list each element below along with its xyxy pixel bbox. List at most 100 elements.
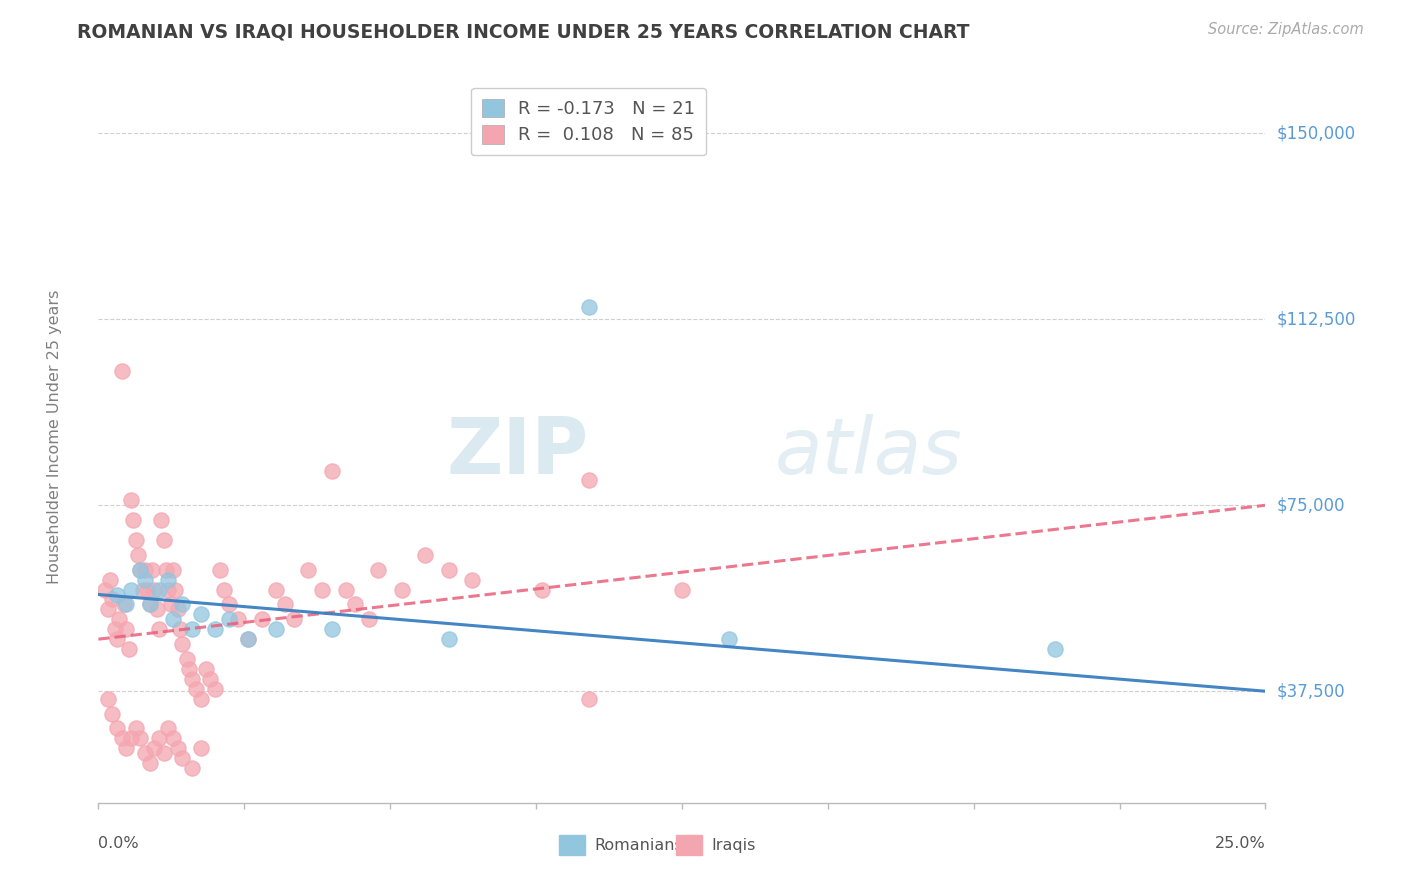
Point — [172, 751, 194, 765]
Point — [120, 731, 142, 746]
Point — [311, 582, 333, 597]
Point — [162, 563, 184, 577]
Point — [127, 548, 149, 562]
Point — [118, 642, 141, 657]
Point — [200, 672, 222, 686]
Point — [578, 691, 600, 706]
Point — [172, 598, 194, 612]
Text: $75,000: $75,000 — [1277, 496, 1346, 515]
Legend: R = -0.173   N = 21, R =  0.108   N = 85: R = -0.173 N = 21, R = 0.108 N = 85 — [471, 87, 706, 155]
Point — [166, 741, 188, 756]
Text: ZIP: ZIP — [446, 414, 589, 490]
Point — [132, 582, 155, 597]
Point — [1045, 642, 1067, 657]
Point — [176, 652, 198, 666]
Point — [190, 691, 212, 706]
Point — [578, 474, 600, 488]
Point — [236, 632, 259, 647]
Point — [157, 573, 180, 587]
Point — [143, 582, 166, 597]
Point — [162, 731, 184, 746]
Point — [129, 563, 152, 577]
Point — [208, 563, 231, 577]
Point — [321, 464, 343, 478]
Point — [148, 582, 170, 597]
Point — [143, 741, 166, 756]
Point — [115, 741, 138, 756]
Point — [321, 622, 343, 636]
Point — [125, 722, 148, 736]
Point — [97, 691, 120, 706]
FancyBboxPatch shape — [560, 835, 585, 855]
Point — [344, 598, 367, 612]
Point — [194, 662, 217, 676]
Point — [120, 582, 142, 597]
Point — [97, 602, 120, 616]
Point — [139, 598, 162, 612]
Point — [169, 622, 191, 636]
Point — [172, 637, 194, 651]
Point — [98, 573, 121, 587]
Point — [461, 573, 484, 587]
Text: Source: ZipAtlas.com: Source: ZipAtlas.com — [1208, 22, 1364, 37]
Point — [111, 364, 134, 378]
Point — [391, 582, 413, 597]
Point — [218, 612, 240, 626]
Point — [578, 300, 600, 314]
Point — [150, 513, 173, 527]
Point — [105, 632, 128, 647]
Point — [134, 563, 156, 577]
Point — [437, 563, 460, 577]
Point — [146, 602, 169, 616]
Point — [717, 632, 740, 647]
Point — [108, 612, 131, 626]
Point — [101, 706, 124, 721]
Point — [129, 731, 152, 746]
Text: 0.0%: 0.0% — [98, 836, 139, 851]
Point — [152, 533, 174, 547]
Point — [157, 582, 180, 597]
Point — [671, 582, 693, 597]
Point — [111, 731, 134, 746]
Point — [152, 746, 174, 760]
Point — [179, 662, 201, 676]
Point — [148, 622, 170, 636]
Point — [413, 548, 436, 562]
Point — [264, 582, 287, 597]
Point — [190, 741, 212, 756]
Point — [274, 598, 297, 612]
Text: atlas: atlas — [775, 414, 963, 490]
Point — [136, 582, 159, 597]
Point — [104, 622, 127, 636]
FancyBboxPatch shape — [676, 835, 702, 855]
Point — [264, 622, 287, 636]
Point — [159, 598, 181, 612]
Text: 25.0%: 25.0% — [1215, 836, 1265, 851]
Point — [155, 563, 177, 577]
Point — [335, 582, 357, 597]
Text: ROMANIAN VS IRAQI HOUSEHOLDER INCOME UNDER 25 YEARS CORRELATION CHART: ROMANIAN VS IRAQI HOUSEHOLDER INCOME UND… — [77, 22, 970, 41]
Point — [105, 588, 128, 602]
Point — [437, 632, 460, 647]
Point — [297, 563, 319, 577]
Point — [115, 598, 138, 612]
Point — [165, 582, 187, 597]
Point — [112, 598, 135, 612]
Point — [186, 681, 208, 696]
Text: $150,000: $150,000 — [1277, 124, 1355, 143]
Point — [148, 731, 170, 746]
Text: Romanians: Romanians — [595, 838, 683, 853]
Text: $112,500: $112,500 — [1277, 310, 1355, 328]
Point — [129, 563, 152, 577]
Point — [214, 582, 236, 597]
Point — [139, 756, 162, 771]
Point — [139, 598, 162, 612]
Text: Iraqis: Iraqis — [711, 838, 755, 853]
Point — [180, 622, 202, 636]
Point — [359, 612, 381, 626]
Point — [236, 632, 259, 647]
Point — [180, 761, 202, 775]
Point — [141, 563, 163, 577]
Point — [204, 681, 226, 696]
Point — [115, 622, 138, 636]
